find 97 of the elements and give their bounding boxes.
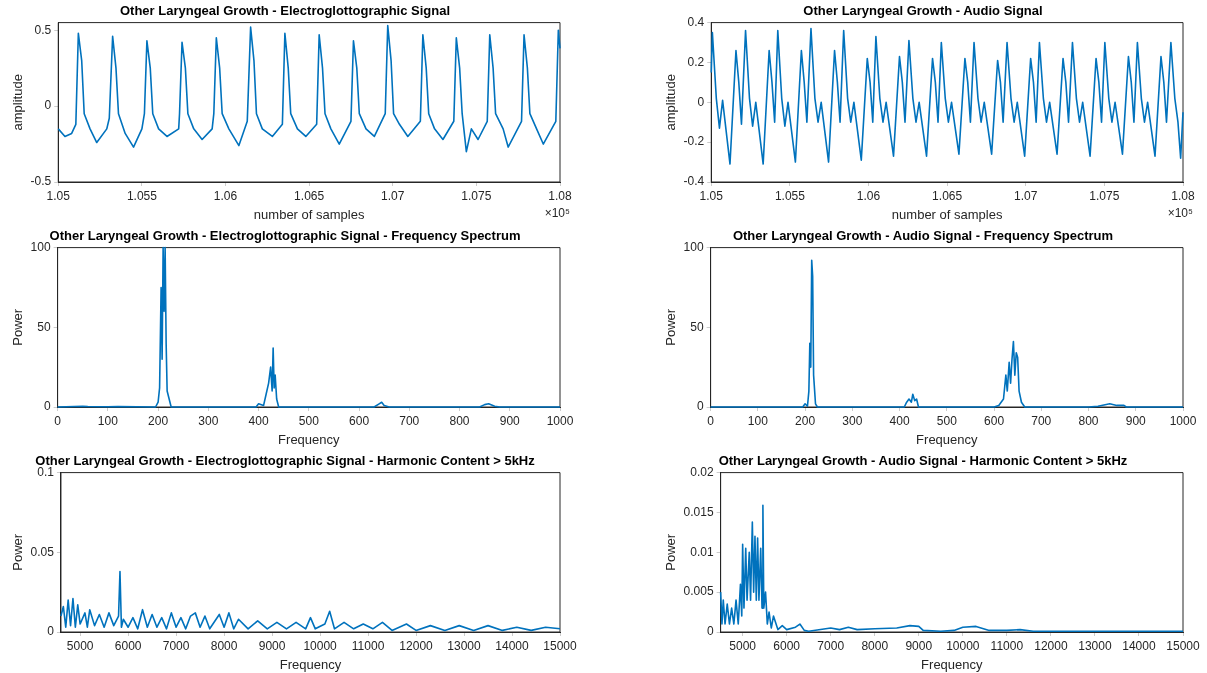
x-tick-label: 8000 xyxy=(210,638,238,653)
y-tick-label: 0.5 xyxy=(34,22,52,37)
y-axis-title: Power xyxy=(10,308,26,346)
y-tick-label: 0.05 xyxy=(30,544,55,559)
chart-title: Other Laryngeal Growth - Electroglottographic Signal xyxy=(119,3,451,19)
x-tick-label: 1.055 xyxy=(126,188,158,203)
x-tick-label: 1.055 xyxy=(774,188,806,203)
x-tick-label: 800 xyxy=(1078,413,1099,428)
x-tick-label: 1.075 xyxy=(461,188,492,203)
y-axis-title: amplitude xyxy=(663,74,679,131)
x-tick-label: 1.08 xyxy=(548,188,572,203)
y-tick-label: 0.01 xyxy=(690,544,714,559)
x-tick-label: 14000 xyxy=(1122,638,1156,653)
y-tick-label: 50 xyxy=(37,319,51,334)
x-tick-label: 1.06 xyxy=(856,188,881,203)
y-tick-label: -0.5 xyxy=(30,174,52,189)
x-tick-label: 12000 xyxy=(399,638,434,653)
y-axis-title: amplitude xyxy=(10,74,26,131)
x-tick-label: 900 xyxy=(499,413,521,428)
x-tick-label: 600 xyxy=(984,413,1005,428)
x-tick-label: 1.08 xyxy=(1171,188,1195,203)
y-tick-label: 0 xyxy=(696,399,704,414)
x-tick-label: 15000 xyxy=(543,638,578,653)
y-tick-label: 0 xyxy=(43,399,51,414)
x-tick-label: 600 xyxy=(349,413,370,428)
x-axis-title: Frequency xyxy=(279,656,342,672)
x-tick-label: 6000 xyxy=(773,638,801,653)
x-axis-title: number of samples xyxy=(253,206,365,222)
x-tick-label: 12000 xyxy=(1034,638,1068,653)
x-tick-label: 1.06 xyxy=(213,188,238,203)
y-tick-label: 0.1 xyxy=(37,464,55,479)
y-tick-label: 0.02 xyxy=(690,464,714,479)
chart-title: Other Laryngeal Growth - Audio Signal - Harmonic Content > 5kHz xyxy=(718,453,1128,469)
x-tick-label: 13000 xyxy=(447,638,482,653)
x-tick-label: 700 xyxy=(399,413,420,428)
x-tick-label: 1.05 xyxy=(699,188,724,203)
x-tick-label: 1.05 xyxy=(46,188,71,203)
x-tick-label: 400 xyxy=(889,413,910,428)
x-tick-label: 10000 xyxy=(303,638,338,653)
x-tick-label: 1.07 xyxy=(381,188,405,203)
y-tick-label: 0.2 xyxy=(687,54,705,69)
x-tick-label: 100 xyxy=(747,413,769,428)
x-axis-title: Frequency xyxy=(278,431,341,447)
y-tick-label: 0 xyxy=(706,624,714,639)
x-tick-label: 5000 xyxy=(729,638,757,653)
x-tick-label: 7000 xyxy=(162,638,190,653)
x-tick-label: 1000 xyxy=(1169,413,1197,428)
x-tick-label: 10000 xyxy=(946,638,980,653)
x-tick-label: 5000 xyxy=(66,638,94,653)
x-tick-label: 6000 xyxy=(114,638,142,653)
x-tick-label: 200 xyxy=(795,413,816,428)
text: ×10⁵ xyxy=(544,206,571,221)
y-tick-label: 0.4 xyxy=(687,14,705,29)
x-tick-label: 9000 xyxy=(905,638,933,653)
y-axis-title: Power xyxy=(663,308,679,346)
x-axis-title: Frequency xyxy=(916,431,979,447)
y-axis-title: Power xyxy=(10,533,26,571)
y-tick-label: -0.4 xyxy=(683,174,705,189)
x-axis-title: Frequency xyxy=(921,656,984,672)
x-tick-label: 700 xyxy=(1031,413,1052,428)
x-tick-label: 1000 xyxy=(546,413,574,428)
y-tick-label: 0 xyxy=(47,624,55,639)
x-tick-label: 400 xyxy=(248,413,269,428)
x-axis-title: number of samples xyxy=(891,206,1003,222)
y-tick-label: 0 xyxy=(697,94,705,109)
x-tick-label: 100 xyxy=(97,413,119,428)
y-axis-title: Power xyxy=(663,533,679,571)
x-tick-label: 200 xyxy=(148,413,169,428)
x-tick-label: 300 xyxy=(198,413,219,428)
text: ×10⁵ xyxy=(1167,206,1194,221)
x-tick-label: 11000 xyxy=(990,638,1024,653)
x-tick-label: 1.07 xyxy=(1014,188,1038,203)
x-tick-label: 500 xyxy=(936,413,958,428)
x-tick-label: 14000 xyxy=(495,638,530,653)
y-tick-label: 100 xyxy=(30,239,51,254)
x-tick-label: 8000 xyxy=(861,638,889,653)
x-tick-label: 800 xyxy=(449,413,470,428)
y-tick-label: 0.005 xyxy=(683,584,714,599)
x-tick-label: 1.075 xyxy=(1089,188,1120,203)
x-tick-label: 500 xyxy=(298,413,320,428)
x-tick-label: 15000 xyxy=(1166,638,1201,653)
x-tick-label: 13000 xyxy=(1078,638,1112,653)
y-tick-label: 0.015 xyxy=(683,504,714,519)
x-tick-label: 900 xyxy=(1125,413,1147,428)
x-tick-label: 7000 xyxy=(817,638,845,653)
x-tick-label: 300 xyxy=(842,413,863,428)
chart-title: Other Laryngeal Growth - Audio Signal - Frequency Spectrum xyxy=(732,228,1114,244)
chart-title: Other Laryngeal Growth - Audio Signal xyxy=(803,3,1043,19)
x-tick-label: 1.065 xyxy=(932,188,963,203)
y-tick-label: 0 xyxy=(44,98,52,113)
x-tick-label: 11000 xyxy=(351,638,385,653)
y-tick-label: 100 xyxy=(683,239,704,254)
x-tick-label: 1.065 xyxy=(294,188,325,203)
y-tick-label: 50 xyxy=(690,319,704,334)
y-tick-label: -0.2 xyxy=(683,134,705,149)
chart-title: Other Laryngeal Growth - Electroglottographic Signal - Frequency Spectrum xyxy=(49,228,521,244)
x-tick-label: 9000 xyxy=(258,638,286,653)
